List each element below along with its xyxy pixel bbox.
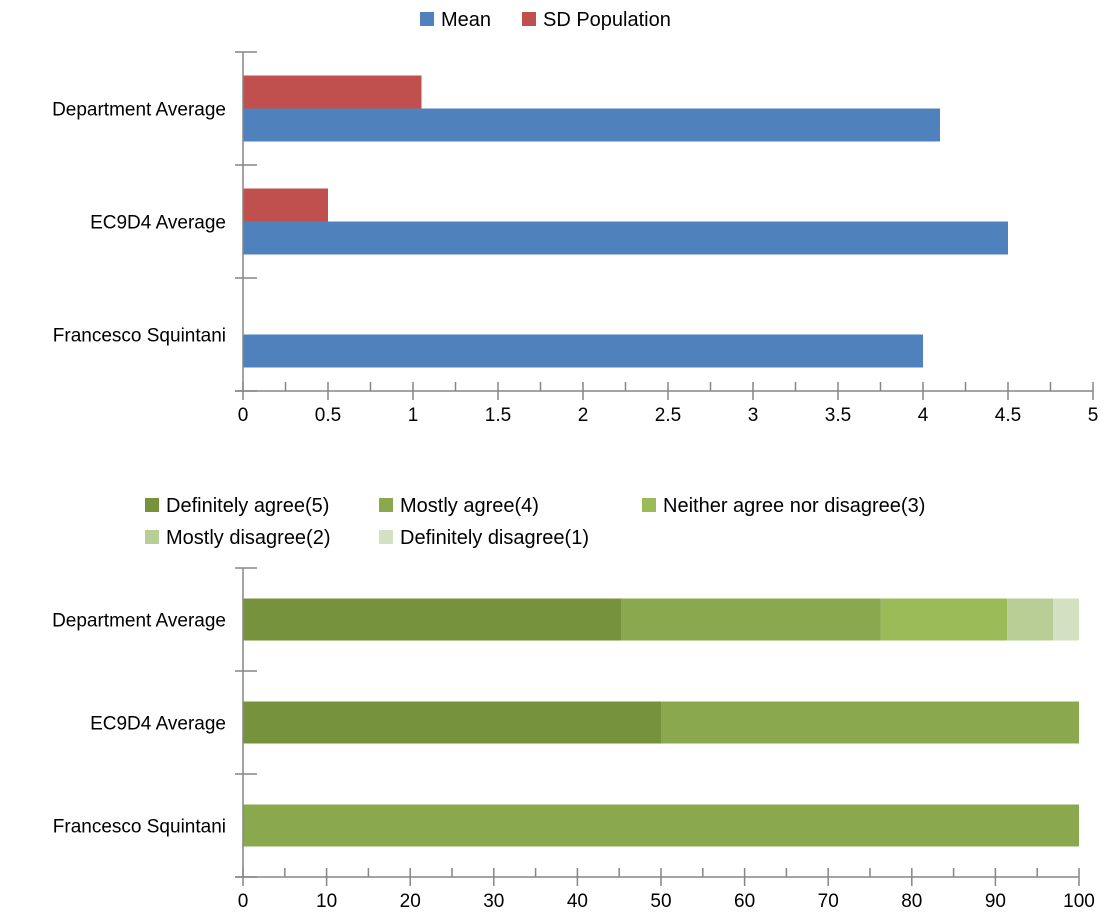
x-tick-label: 30 <box>483 891 504 912</box>
mean-sd-chart: Mean SD Population Department Average EC9D4… <box>52 9 1098 426</box>
legend-swatch-neither-agree-nor-disagree-3 <box>642 498 656 512</box>
bar-mean-francesco-squintani <box>243 334 923 368</box>
x-tick-label: 2 <box>578 405 589 426</box>
bar-sd-population-department-average <box>243 75 422 109</box>
category-label-department-average: Department Average <box>52 611 226 632</box>
x-tick-label: 1.5 <box>485 405 511 426</box>
bar-mostly-agree-4-department-average <box>621 598 881 641</box>
bar-sd-population-ec9d4-average <box>243 188 328 222</box>
legend-swatch-definitely-disagree-1 <box>379 530 393 544</box>
x-tick-label: 4.5 <box>995 405 1021 426</box>
x-tick-label: 3.5 <box>825 405 851 426</box>
bar-definitely-agree-5-department-average <box>243 598 622 641</box>
bar-mostly-disagree-2-department-average <box>1007 598 1054 641</box>
legend-label-neither-agree-nor-disagree-3: Neither agree nor disagree(3) <box>663 495 925 517</box>
legend-label-mostly-agree-4: Mostly agree(4) <box>400 495 539 517</box>
bar-mean-department-average <box>243 108 940 142</box>
legend-swatch-mostly-agree-4 <box>379 498 393 512</box>
legend-label-sd-population: SD Population <box>543 9 671 31</box>
x-tick-label: 0.5 <box>315 405 341 426</box>
x-tick-label: 90 <box>985 891 1006 912</box>
legend-swatch-definitely-agree-5 <box>145 498 159 512</box>
category-label-department-average: Department Average <box>52 100 226 121</box>
x-tick-label: 1 <box>408 405 419 426</box>
category-label-francesco-squintani: Francesco Squintani <box>53 326 226 347</box>
x-tick-label: 80 <box>901 891 922 912</box>
x-tick-label: 20 <box>400 891 421 912</box>
category-label-ec9d4-average: EC9D4 Average <box>90 213 226 234</box>
x-tick-label: 3 <box>748 405 759 426</box>
legend-swatch-sd-population <box>522 12 536 26</box>
agreement-distribution-chart: Definitely agree(5) Mostly agree(4) Neithe… <box>52 495 1095 912</box>
category-label-francesco-squintani: Francesco Squintani <box>53 817 226 838</box>
bar-mostly-agree-4-francesco-squintani <box>243 804 1079 847</box>
category-label-ec9d4-average: EC9D4 Average <box>90 714 226 735</box>
legend-label-mean: Mean <box>441 9 491 31</box>
x-tick-label: 100 <box>1063 891 1095 912</box>
bar-neither-agree-nor-disagree-3-department-average <box>880 598 1008 641</box>
x-tick-label: 60 <box>734 891 755 912</box>
x-tick-label: 10 <box>316 891 337 912</box>
legend-swatch-mean <box>420 12 434 26</box>
legend-label-mostly-disagree-2: Mostly disagree(2) <box>166 527 331 549</box>
x-tick-label: 0 <box>238 405 249 426</box>
legend-swatch-mostly-disagree-2 <box>145 530 159 544</box>
x-tick-label: 2.5 <box>655 405 681 426</box>
legend-label-definitely-agree-5: Definitely agree(5) <box>166 495 329 517</box>
x-tick-label: 0 <box>238 891 249 912</box>
x-tick-label: 70 <box>818 891 839 912</box>
legend-label-definitely-disagree-1: Definitely disagree(1) <box>400 527 589 549</box>
x-tick-label: 4 <box>918 405 929 426</box>
bar-mean-ec9d4-average <box>243 221 1008 255</box>
x-tick-label: 50 <box>650 891 671 912</box>
x-tick-label: 5 <box>1088 405 1099 426</box>
bar-definitely-agree-5-ec9d4-average <box>243 701 661 744</box>
x-tick-label: 40 <box>567 891 588 912</box>
bar-mostly-agree-4-ec9d4-average <box>661 701 1079 744</box>
bar-definitely-disagree-1-department-average <box>1053 598 1079 641</box>
